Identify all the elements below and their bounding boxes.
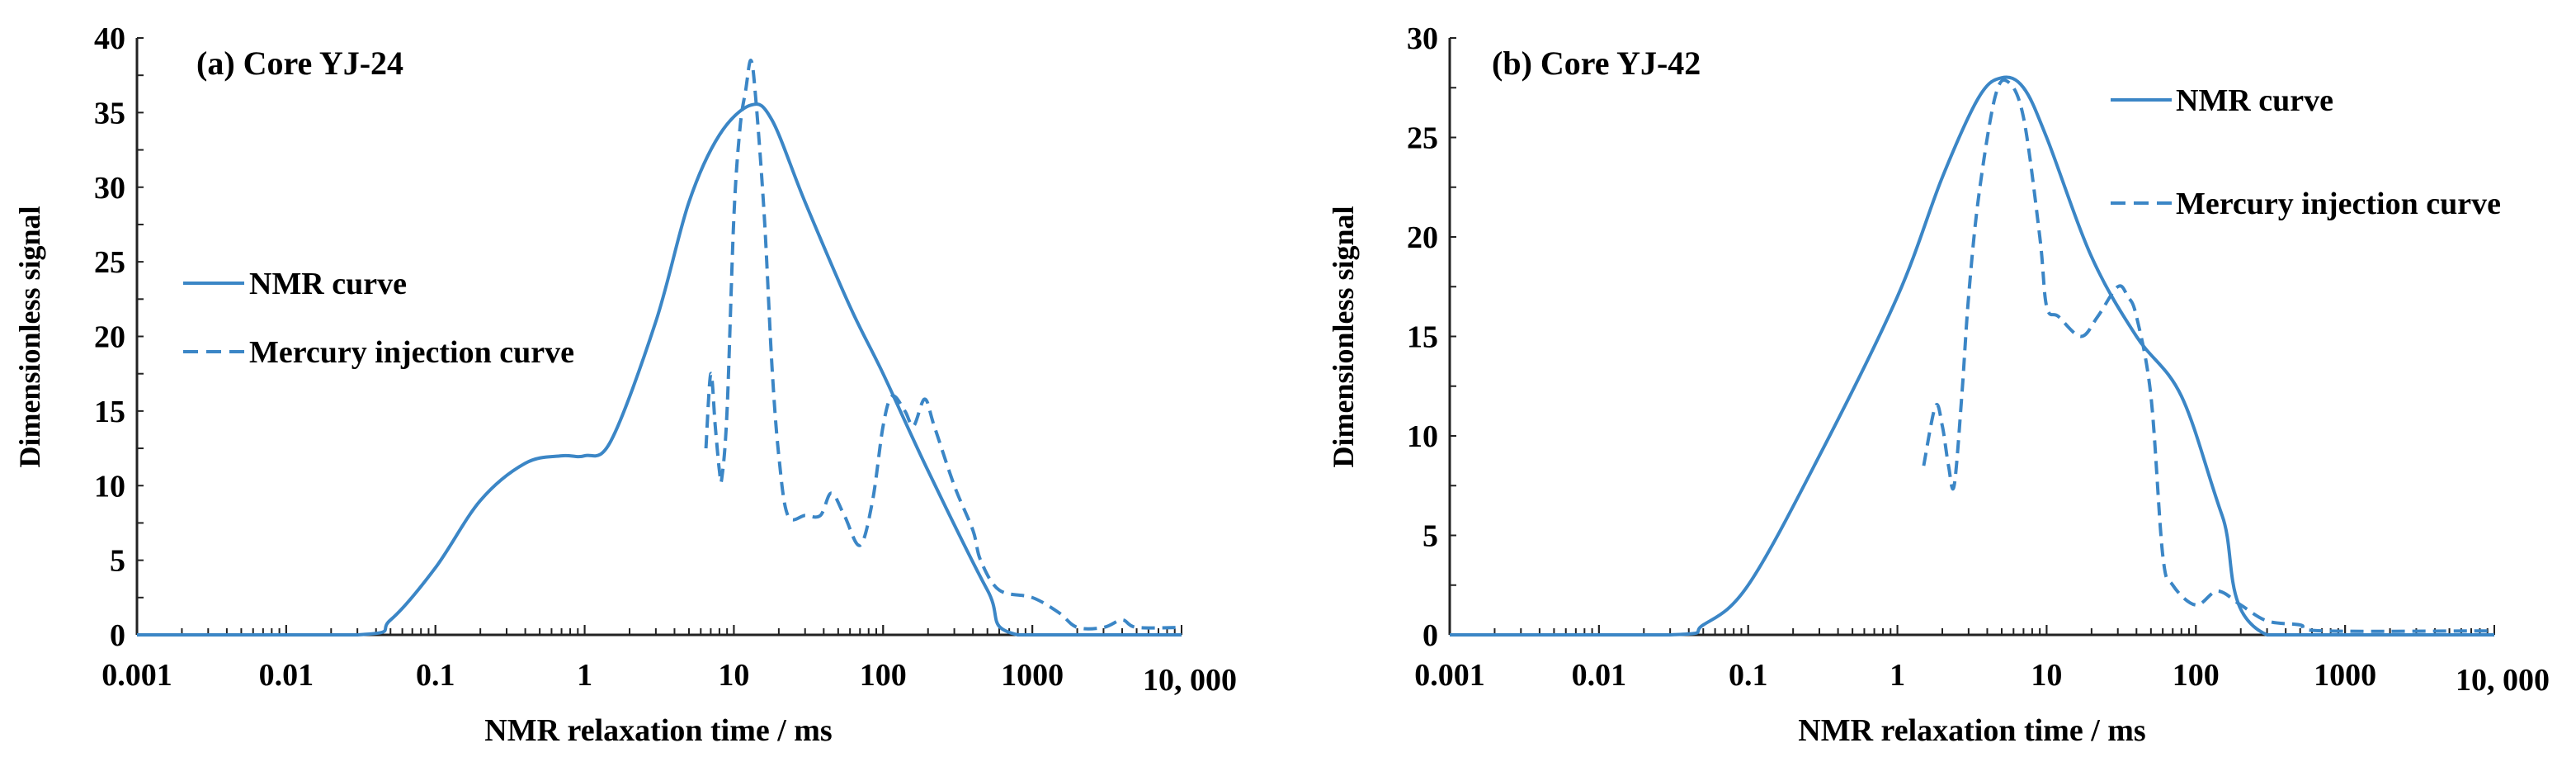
y-tick-label: 0 <box>110 618 125 653</box>
legend-label-nmr: NMR curve <box>2176 83 2333 118</box>
x-tick-label: 1 <box>1890 658 1905 693</box>
x-tick-label: 0.001 <box>101 658 172 693</box>
y-tick-label: 35 <box>94 96 125 130</box>
mercury-injection-curve <box>704 59 1182 631</box>
y-axis-label: Dimensionless signal <box>13 206 46 467</box>
x-tick-label: 10, 000 <box>1143 663 1237 698</box>
x-tick-label: 1000 <box>2314 658 2376 693</box>
x-tick-label: 100 <box>2173 658 2220 693</box>
y-tick-label: 10 <box>1407 419 1438 454</box>
y-tick-label: 0 <box>1422 618 1438 653</box>
x-tick-label: 0.01 <box>1572 658 1627 693</box>
axes: 0 5 10 15 20 25 30 0.001 0.01 0.1 1 10 100 1000 10, 00… <box>1407 21 2550 698</box>
x-tick-label: 0.01 <box>259 658 314 693</box>
x-axis-label: NMR relaxation time / ms <box>484 713 832 748</box>
panel-title: (a) Core YJ-24 <box>196 45 403 82</box>
axes: 0 5 10 15 20 25 30 35 40 0.001 0.01 0.1 1 10 100 1000 10… <box>94 21 1237 698</box>
x-tick-label: 0.1 <box>416 658 455 693</box>
y-tick-label: 5 <box>110 544 125 579</box>
legend-label-nmr: NMR curve <box>249 267 407 301</box>
y-tick-label: 25 <box>1407 121 1438 156</box>
legend: NMR curve Mercury injection curve <box>2111 83 2501 221</box>
legend-label-mercury: Mercury injection curve <box>249 335 574 370</box>
y-tick-label: 20 <box>94 320 125 355</box>
panel-b: (b) Core YJ-42 Dimensionless signal NMR … <box>1327 21 2550 748</box>
x-tick-label: 1000 <box>1001 658 1064 693</box>
y-axis-label: Dimensionless signal <box>1327 206 1360 467</box>
y-tick-label: 20 <box>1407 220 1438 255</box>
y-tick-label: 5 <box>1422 519 1438 554</box>
y-tick-label: 30 <box>94 171 125 206</box>
x-tick-label: 10 <box>2031 658 2062 693</box>
legend: NMR curve Mercury injection curve <box>183 267 574 370</box>
nmr-curve <box>136 102 1182 637</box>
legend-label-mercury: Mercury injection curve <box>2176 187 2501 221</box>
mercury-injection-curve <box>1922 78 2495 633</box>
x-axis-label: NMR relaxation time / ms <box>1798 713 2145 748</box>
x-tick-label: 100 <box>860 658 907 693</box>
y-tick-label: 15 <box>94 395 125 429</box>
y-tick-label: 15 <box>1407 320 1438 355</box>
x-tick-label: 1 <box>577 658 592 693</box>
nmr-curve <box>1449 75 2494 637</box>
y-tick-label: 30 <box>1407 21 1438 56</box>
x-tick-label: 0.1 <box>1729 658 1768 693</box>
y-tick-label: 10 <box>94 469 125 504</box>
y-tick-label: 25 <box>94 245 125 280</box>
y-tick-label: 40 <box>94 21 125 56</box>
x-tick-label: 0.001 <box>1414 658 1485 693</box>
panel-title: (b) Core YJ-42 <box>1492 45 1701 82</box>
x-tick-label: 10, 000 <box>2456 663 2550 698</box>
x-tick-label: 10 <box>718 658 749 693</box>
panel-a: (a) Core YJ-24 Dimensionless signal NMR … <box>13 21 1237 748</box>
